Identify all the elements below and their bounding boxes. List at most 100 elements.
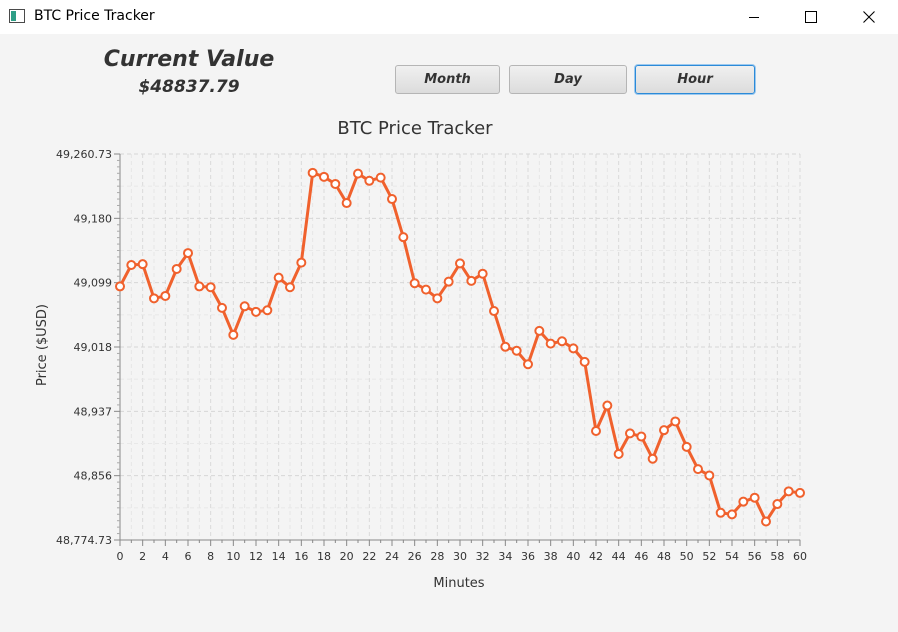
app-icon [9,9,25,23]
maximize-icon [805,11,817,23]
price-point [783,486,794,497]
price-point [285,282,295,293]
price-point [149,293,159,304]
price-point [296,257,307,268]
x-tick-label: 6 [185,550,192,563]
x-tick-label: 38 [544,550,558,563]
x-tick-label: 26 [408,550,422,563]
current-value-label: Current Value [103,47,275,72]
x-tick-label: 16 [294,550,308,563]
price-point [772,499,783,510]
x-tick-label: 34 [498,550,512,563]
maximize-button[interactable] [788,0,834,34]
price-point [693,464,703,475]
price-point [171,263,182,274]
price-point [534,325,545,336]
price-point [443,276,454,287]
minimize-icon [749,17,759,18]
x-tick-label: 22 [362,550,376,563]
x-tick-label: 18 [317,550,331,563]
price-point [387,194,397,205]
price-series [115,167,805,527]
price-point [511,345,522,356]
price-point [568,343,579,354]
y-tick-label: 48,774.73 [56,534,112,547]
minimize-button[interactable] [731,0,777,34]
price-point [636,431,647,442]
day-button[interactable]: Day [509,65,627,94]
close-button[interactable] [846,0,892,34]
x-tick-label: 10 [226,550,240,563]
price-point [137,259,148,270]
y-tick-label: 48,856 [74,470,113,483]
current-value: $48837.79 [138,77,240,97]
x-tick-label: 48 [657,550,671,563]
price-point [319,171,329,182]
x-tick-label: 0 [117,550,124,563]
chart-title: BTC Price Tracker [337,118,493,139]
x-tick-label: 42 [589,550,603,563]
price-point [455,258,465,269]
price-point [738,496,749,507]
window-titlebar: BTC Price Tracker [0,0,898,34]
price-point [500,341,511,352]
price-point [364,175,375,186]
x-tick-label: 54 [725,550,739,563]
price-point [115,281,125,292]
x-tick-label: 46 [634,550,648,563]
price-point [579,356,590,367]
y-tick-label: 49,180 [74,212,113,225]
price-point [273,272,284,283]
x-tick-label: 32 [476,550,490,563]
x-tick-label: 36 [521,550,535,563]
x-tick-label: 60 [793,550,807,563]
x-tick-label: 8 [207,550,214,563]
price-point [523,359,533,370]
price-point [228,329,239,340]
x-tick-label: 58 [770,550,784,563]
close-icon [863,11,875,23]
month-button[interactable]: Month [395,65,500,94]
price-point [217,302,227,313]
price-point [307,167,318,178]
price-point [160,290,171,301]
price-point [613,449,624,460]
x-axis-title: Minutes [433,576,484,591]
price-point [466,275,477,286]
y-tick-label: 49,260.73 [56,148,112,161]
x-tick-label: 50 [680,550,694,563]
price-point [330,178,341,189]
price-point [727,509,737,520]
x-tick-label: 30 [453,550,467,563]
price-point [126,259,137,270]
price-point [749,492,760,503]
x-tick-label: 12 [249,550,263,563]
y-tick-label: 49,018 [74,341,113,354]
price-point [375,172,386,183]
price-chart: BTC Price Tracker 0 2 4 6 8 10 12 14 16 18 20 22 24 2… [35,118,807,591]
x-tick-label: 14 [272,550,286,563]
chart-grid [120,153,801,540]
price-point [421,284,431,295]
price-point [398,232,409,243]
price-point [795,487,805,498]
hour-button[interactable]: Hour [635,65,755,94]
price-point [205,282,216,293]
x-tick-label: 2 [139,550,146,563]
price-point [715,507,726,518]
price-point [704,470,715,481]
y-axis-title: Price ($USD) [35,304,50,386]
price-point [353,168,363,179]
price-point [477,268,488,279]
price-point [761,516,771,527]
price-point [625,428,635,439]
x-tick-label: 56 [748,550,762,563]
price-point [670,416,681,427]
price-point [489,306,499,317]
price-point [409,278,420,289]
x-tick-label: 4 [162,550,169,563]
price-point [432,293,443,304]
y-tick-label: 48,937 [74,405,113,418]
x-tick-label: 40 [566,550,580,563]
y-tick-label: 49,099 [74,277,113,290]
